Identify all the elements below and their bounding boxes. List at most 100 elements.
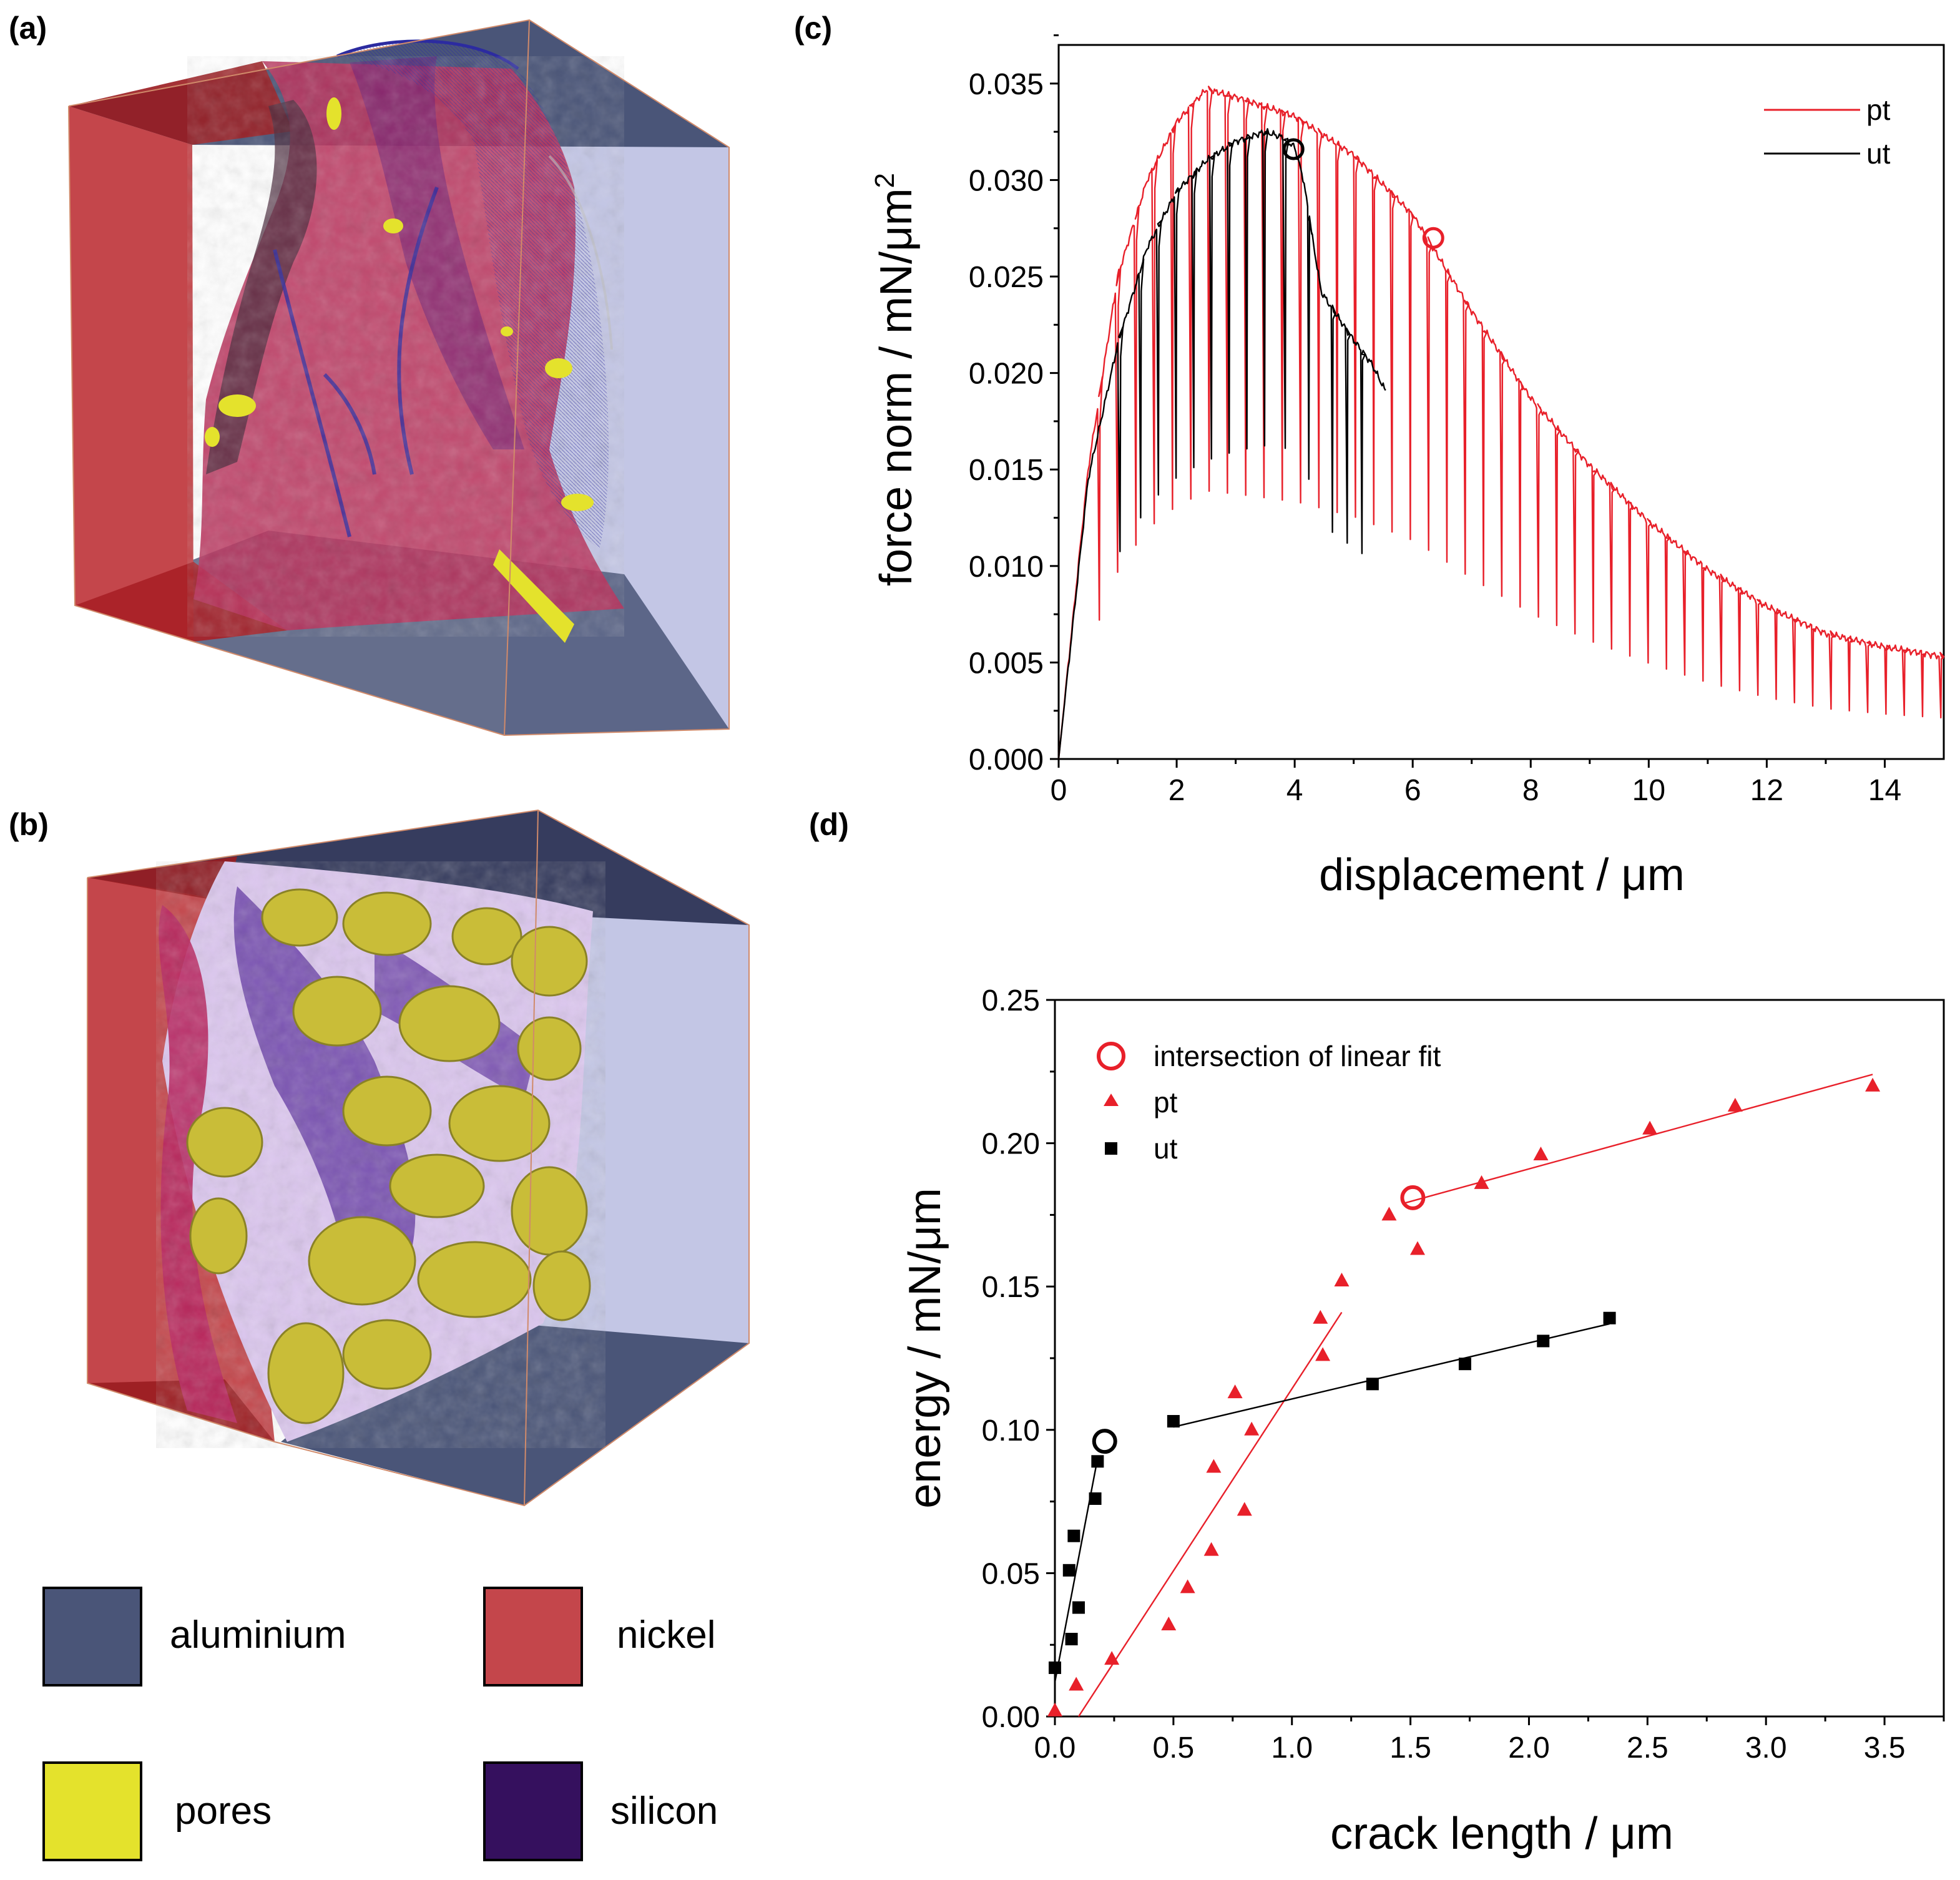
chart-c-frame: [1057, 44, 1945, 760]
aluminium-label: aluminium: [170, 1613, 346, 1657]
chart-d-xtick-label: 3.0: [1745, 1731, 1787, 1765]
chart-c-legend: pt ut: [1764, 94, 1891, 170]
chart-c-marker-ut: [1282, 138, 1305, 160]
pore-cluster: [532, 1250, 591, 1321]
nickel-left-wall: [69, 106, 194, 642]
chart-c-xtick-label: 6: [1404, 774, 1421, 807]
chart-d-ut-point: [1167, 1415, 1180, 1428]
nickel-label: nickel: [617, 1613, 716, 1657]
chart-d-ut-point: [1049, 1661, 1061, 1674]
chart-d-fit-line: [1054, 1458, 1099, 1683]
chart-c-ytick-label: 0.005: [969, 647, 1044, 680]
pore-8: [501, 326, 513, 336]
pores-label: pores: [175, 1789, 272, 1833]
chart-d-ut-point: [1089, 1492, 1102, 1505]
panel-label-b: (b): [9, 807, 49, 842]
chart-d-intersection-marker: [1092, 1429, 1117, 1454]
chart-d-plot-area: 0.0 0.5 1.0 1.5 2.0 2.5 3.0 3.5 0.00 0.05 0.10 0.15…: [982, 984, 1945, 1765]
chart-d-ut-point: [1091, 1455, 1104, 1468]
chart-c-xtick-label: 4: [1286, 774, 1303, 807]
chart-d-ut-point: [1603, 1311, 1616, 1324]
chart-d-pt-point: [1727, 1097, 1743, 1112]
chart-d-ytick-label: 0.00: [982, 1701, 1040, 1734]
pore-7: [205, 427, 220, 447]
chart-c-ytick-label: 0.000: [969, 743, 1044, 776]
chart-c-xtick-label: 14: [1868, 774, 1901, 807]
chart-d-pt-point: [1409, 1241, 1425, 1255]
surface-texture: [187, 56, 624, 637]
chart-d-fit-line: [1173, 1323, 1610, 1428]
chart-c-xtick-label: 8: [1522, 774, 1539, 807]
pore-cluster: [342, 1319, 432, 1390]
chart-d-fit-line: [1403, 1074, 1873, 1205]
pore-cluster: [292, 976, 382, 1047]
chart-d-pt-point: [1227, 1384, 1243, 1399]
pore-clusters: [186, 888, 591, 1424]
chart-c-ytick-label: 0.020: [969, 358, 1044, 391]
pore-cluster: [417, 1241, 532, 1318]
legend-pt-label: pt: [1866, 94, 1891, 126]
chart-d-ylabel: energy / mN/μm: [900, 1188, 950, 1509]
chart-d-pt-point: [1203, 1542, 1219, 1556]
chart-d-pt-point: [1206, 1459, 1222, 1473]
chart-d-pt-point: [1865, 1077, 1881, 1092]
key-item-silicon: silicon: [483, 1761, 718, 1861]
legend-pt-marker: [1104, 1094, 1119, 1106]
chart-d-ut-point: [1458, 1358, 1471, 1371]
chart-d-ut-point: [1062, 1564, 1076, 1577]
chart-d-pt-point: [1334, 1273, 1350, 1287]
chart-d-pt-point: [1161, 1617, 1177, 1631]
legend-intersection-label: intersection of linear fit: [1154, 1040, 1441, 1072]
chart-c-xtick-label: 12: [1750, 774, 1783, 807]
box-edge: [504, 19, 530, 736]
chart-d-frame: [1054, 999, 1945, 1718]
pore-1: [493, 549, 574, 643]
chart-d-ytick-label: 0.05: [982, 1557, 1040, 1590]
pore-cluster: [517, 1016, 582, 1081]
chart-d-ut-point: [1067, 1529, 1080, 1542]
pore-cluster: [511, 926, 588, 997]
key-item-nickel: nickel: [483, 1587, 716, 1687]
chart-d-pt-point: [1315, 1347, 1331, 1361]
chart-c-ytick-label: 0.030: [969, 164, 1044, 197]
panel-a-render: [68, 19, 730, 737]
key-item-pores: pores: [42, 1761, 272, 1861]
panel-b-render: [87, 809, 750, 1507]
chart-c-ylabel-sup: 2: [870, 173, 900, 188]
chart-c-ytick-label: 0.015: [969, 454, 1044, 487]
chart-c-marker-pt: [1422, 227, 1444, 249]
chart-d-xlabel: crack length / μm: [1330, 1809, 1673, 1859]
chart-c-ylabel-main: force norm / mN/μm: [871, 188, 921, 586]
panel-a: (a): [9, 11, 730, 737]
chart-d-pt-point: [1642, 1120, 1658, 1135]
chart-d-xtick-label: 3.5: [1864, 1731, 1906, 1765]
legend-ut-label-d: ut: [1154, 1132, 1178, 1165]
pore-cluster: [398, 985, 501, 1062]
legend-ut-marker: [1105, 1142, 1117, 1155]
chart-d-pt-point: [1069, 1677, 1084, 1691]
chart-d-xtick-label: 1.5: [1389, 1731, 1431, 1765]
chart-d-ut-point: [1065, 1633, 1078, 1646]
chart-d-pt-point: [1313, 1310, 1328, 1324]
chart-c-ytick-label: 0.025: [969, 261, 1044, 294]
chart-d-pt-point: [1047, 1702, 1062, 1716]
chart-d-xtick-label: 0.0: [1034, 1731, 1076, 1765]
chart-d-ytick-label: 0.20: [982, 1128, 1040, 1161]
chart-c-plot-area: 0 2 4 6 8 10 12 14 0.000 0.005 0.010 0.015 0.020 0.02…: [969, 34, 1945, 807]
chart-c-xtick-label: 10: [1632, 774, 1665, 807]
pore-6: [383, 218, 403, 233]
silicon-swatch: [483, 1761, 583, 1861]
panel-c: (c) 0 2 4 6 8 10 12 14 0.000 0.005 0.010 0.015 0.020…: [794, 11, 1945, 900]
chart-c-ytick-label: 0.010: [969, 551, 1044, 584]
chart-d-xtick-label: 2.5: [1627, 1731, 1668, 1765]
chart-c-xtick-label: 0: [1051, 774, 1067, 807]
chart-d-pt-point: [1474, 1175, 1489, 1189]
pore-cluster: [267, 1322, 345, 1424]
pore-cluster: [342, 891, 432, 956]
pores-swatch: [42, 1761, 142, 1861]
panel-label-d: (d): [809, 807, 849, 842]
aluminium-swatch: [42, 1587, 142, 1687]
panel-label-c: (c): [794, 11, 832, 46]
pore-cluster: [451, 907, 522, 966]
